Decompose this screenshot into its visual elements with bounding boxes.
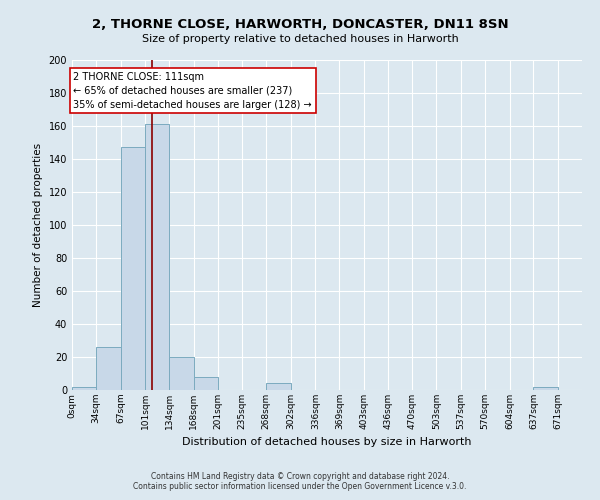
Text: Size of property relative to detached houses in Harworth: Size of property relative to detached ho… [142, 34, 458, 43]
Text: Contains public sector information licensed under the Open Government Licence v.: Contains public sector information licen… [133, 482, 467, 491]
Text: 2, THORNE CLOSE, HARWORTH, DONCASTER, DN11 8SN: 2, THORNE CLOSE, HARWORTH, DONCASTER, DN… [92, 18, 508, 30]
X-axis label: Distribution of detached houses by size in Harworth: Distribution of detached houses by size … [182, 438, 472, 448]
Y-axis label: Number of detached properties: Number of detached properties [33, 143, 43, 307]
Text: Contains HM Land Registry data © Crown copyright and database right 2024.: Contains HM Land Registry data © Crown c… [151, 472, 449, 481]
Bar [121, 148, 145, 390]
Bar [96, 347, 121, 390]
Bar [145, 124, 169, 390]
Bar [194, 377, 218, 390]
Bar [533, 386, 558, 390]
Bar [72, 386, 96, 390]
Bar [266, 384, 291, 390]
Text: 2 THORNE CLOSE: 111sqm
← 65% of detached houses are smaller (237)
35% of semi-de: 2 THORNE CLOSE: 111sqm ← 65% of detached… [73, 72, 312, 110]
Bar [169, 357, 194, 390]
